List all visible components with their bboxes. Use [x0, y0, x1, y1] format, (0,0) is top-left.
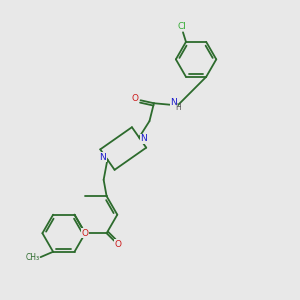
Text: Cl: Cl	[178, 22, 187, 31]
Text: N: N	[170, 98, 177, 107]
Text: O: O	[82, 229, 89, 238]
Text: O: O	[132, 94, 139, 103]
Text: O: O	[114, 240, 121, 249]
Text: N: N	[140, 134, 147, 143]
Text: CH₃: CH₃	[26, 253, 40, 262]
Text: N: N	[100, 153, 106, 162]
Text: H: H	[175, 103, 181, 112]
